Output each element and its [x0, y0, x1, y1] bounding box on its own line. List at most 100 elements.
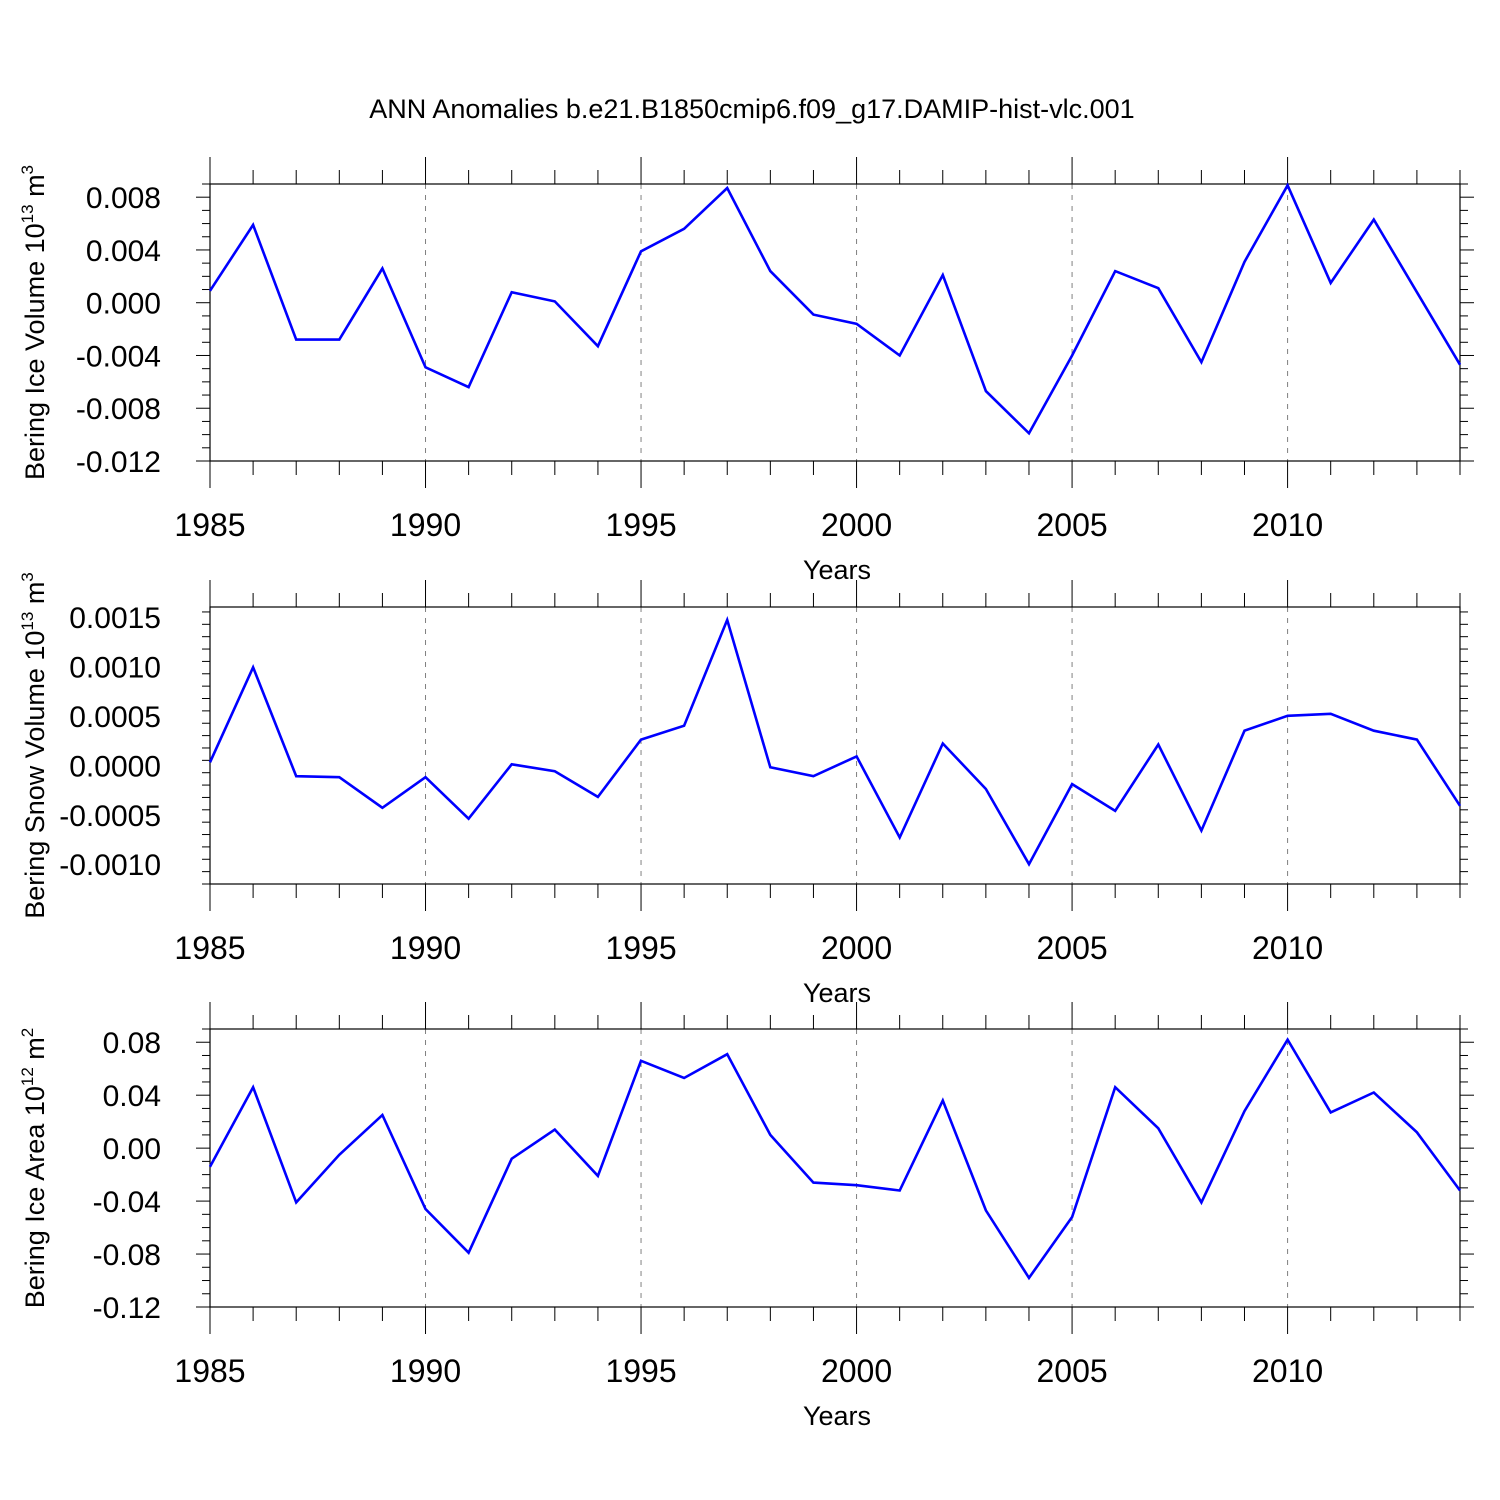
y-axis-label-part: Bering Ice Volume 10	[20, 223, 50, 480]
data-point	[424, 775, 428, 779]
data-point	[941, 742, 945, 746]
data-point	[1199, 1200, 1203, 1204]
data-point	[768, 269, 772, 273]
y-tick-label: -0.012	[76, 446, 161, 479]
y-tick-label: -0.0005	[59, 800, 161, 833]
data-point	[768, 1133, 772, 1137]
data-point	[1329, 281, 1333, 285]
x-tick-label: 2010	[1252, 930, 1323, 966]
y-axis-label-part: m	[20, 174, 50, 204]
data-point	[855, 322, 859, 326]
data-point	[984, 389, 988, 393]
x-tick-label: 2010	[1252, 507, 1323, 543]
x-tick-label: 1990	[390, 507, 461, 543]
y-tick-label: -0.08	[93, 1239, 161, 1272]
data-point	[1458, 804, 1462, 808]
data-point	[984, 1208, 988, 1212]
x-tick-label: 1985	[174, 930, 245, 966]
data-point	[380, 266, 384, 270]
y-axis-label-part: m	[20, 1037, 50, 1067]
series-line	[208, 182, 1462, 436]
data-point	[596, 344, 600, 348]
data-point	[898, 353, 902, 357]
data-point	[294, 338, 298, 342]
data-point	[251, 223, 255, 227]
x-tick-label: 2000	[821, 507, 892, 543]
data-point	[1415, 290, 1419, 294]
y-tick-label: 0.08	[103, 1027, 161, 1060]
y-axis-label-superscript: 2	[18, 1028, 37, 1037]
x-tick-label: 2005	[1036, 930, 1107, 966]
x-tick-label: 1995	[605, 507, 676, 543]
data-point	[467, 385, 471, 389]
data-point	[510, 762, 514, 766]
data-point	[1415, 1130, 1419, 1134]
plot-frame	[209, 183, 1461, 462]
data-point	[725, 186, 729, 190]
data-point	[1027, 862, 1031, 866]
data-point	[1372, 729, 1376, 733]
y-axis-label-part: Bering Ice Area 10	[20, 1086, 50, 1308]
data-point	[1242, 729, 1246, 733]
y-axis-label-part: m	[20, 582, 50, 612]
data-point	[1242, 1109, 1246, 1113]
y-tick-label: 0.04	[103, 1080, 161, 1113]
data-point	[639, 249, 643, 253]
y-axis-label-part: Bering Snow Volume 10	[20, 631, 50, 919]
y-axis-label-superscript: 13	[18, 204, 37, 223]
data-point	[1113, 1085, 1117, 1089]
data-point	[553, 769, 557, 773]
data-point	[467, 817, 471, 821]
data-point	[1329, 712, 1333, 716]
y-tick-label: -0.12	[93, 1292, 161, 1325]
data-point	[984, 787, 988, 791]
data-point	[596, 1174, 600, 1178]
x-tick-label: 1985	[174, 507, 245, 543]
data-point	[337, 775, 341, 779]
y-tick-label: 0.008	[86, 182, 161, 215]
data-point	[1286, 183, 1290, 187]
plot-frame	[209, 606, 1461, 885]
y-tick-label: -0.0010	[59, 849, 161, 882]
x-tick-label: 1990	[390, 1353, 461, 1389]
y-axis-label: Bering Snow Volume 1013 m3	[18, 572, 50, 919]
series-line	[208, 615, 1462, 867]
data-point	[294, 1200, 298, 1204]
y-axis-label: Bering Ice Volume 1013 m3	[18, 165, 50, 480]
x-tick-label: 2005	[1036, 1353, 1107, 1389]
y-tick-label: -0.04	[93, 1186, 161, 1219]
data-point	[1199, 360, 1203, 364]
data-point	[553, 1128, 557, 1132]
data-point	[251, 665, 255, 669]
y-tick-label: 0.0010	[69, 651, 161, 684]
data-point	[1070, 353, 1074, 357]
data-point	[553, 299, 557, 303]
data-point	[1286, 714, 1290, 718]
data-point	[1372, 1091, 1376, 1095]
y-tick-label: 0.004	[86, 235, 161, 268]
x-tick-label: 1995	[605, 1353, 676, 1389]
series-line	[208, 1037, 1462, 1281]
y-tick-label: -0.008	[76, 393, 161, 426]
data-point	[725, 1052, 729, 1056]
x-axis-label: Years	[803, 555, 871, 585]
data-point	[1286, 1038, 1290, 1042]
data-point	[898, 1189, 902, 1193]
chart-panel-2: -0.0010 -0.0005 0.0000 0.0005 0.0010 0.0015 19…	[18, 572, 1468, 1008]
plot-frame	[209, 1028, 1461, 1308]
x-tick-label: 2000	[821, 1353, 892, 1389]
x-axis-label: Years	[803, 978, 871, 1008]
data-point	[1329, 1110, 1333, 1114]
data-point	[1070, 782, 1074, 786]
data-point	[1242, 260, 1246, 264]
data-point	[855, 1183, 859, 1187]
data-point	[682, 227, 686, 231]
chart-title: ANN Anomalies b.e21.B1850cmip6.f09_g17.D…	[369, 94, 1134, 124]
data-point	[1156, 286, 1160, 290]
data-point	[811, 313, 815, 317]
chart-panel-1: -0.012 -0.008 -0.004 0.000 0.004 0.008 1985 199…	[18, 157, 1474, 585]
data-point	[725, 618, 729, 622]
data-point	[294, 774, 298, 778]
